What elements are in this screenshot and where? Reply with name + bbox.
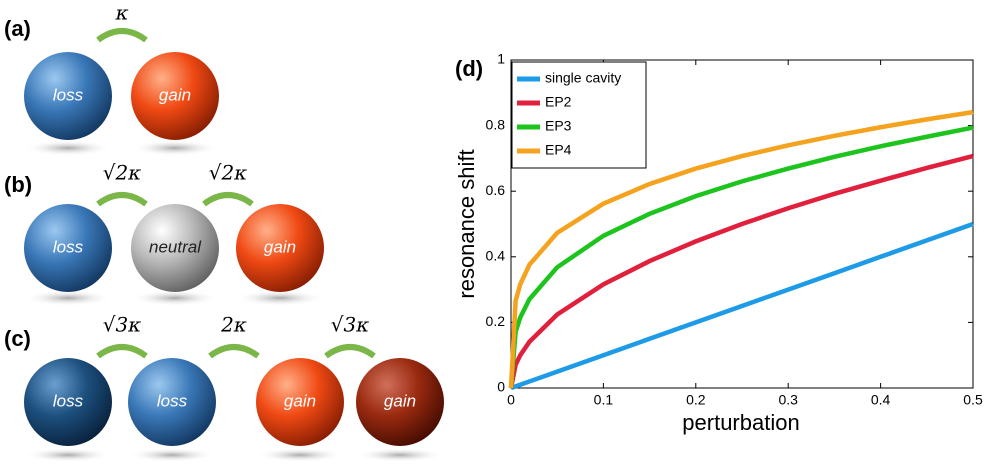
- coupling-label: √2κ: [103, 161, 142, 185]
- x-tick-label: 0.5: [963, 392, 983, 408]
- diagram: (a) κ loss gain (b) √2κ √2κ loss neutral…: [4, 1, 444, 463]
- panel-label: (a): [4, 16, 31, 41]
- panel-label: (c): [4, 326, 31, 351]
- sphere-label: loss: [53, 85, 84, 104]
- sphere-label: gain: [159, 85, 191, 104]
- chart: (d) perturbation resonance shift 0 0.1 0.2…: [454, 51, 983, 435]
- shadow: [24, 140, 112, 156]
- legend-label: EP4: [545, 142, 572, 158]
- legend-label: EP3: [545, 118, 572, 134]
- sphere-label: gain: [384, 391, 416, 410]
- sphere-label: gain: [284, 391, 316, 410]
- coupling-arrow: [210, 347, 258, 356]
- coupling-arrow: [204, 195, 252, 204]
- x-tick-label: 0.1: [594, 392, 614, 408]
- coupling-label: √3κ: [103, 313, 142, 337]
- x-axis-label: perturbation: [682, 410, 799, 435]
- coupling-label: κ: [114, 1, 128, 25]
- shadow: [128, 448, 216, 462]
- sphere-label: neutral: [149, 237, 202, 256]
- x-tick-label: 0.2: [686, 392, 706, 408]
- y-tick-label: 0.2: [486, 313, 506, 329]
- shadow: [24, 290, 112, 306]
- sphere-label: loss: [53, 391, 84, 410]
- y-tick-label: 0.8: [486, 116, 506, 132]
- coupling-label: √3κ: [331, 313, 370, 337]
- legend-label: single cavity: [545, 70, 621, 86]
- y-tick-label: 0.4: [486, 248, 506, 264]
- coupling-label: 2κ: [220, 313, 247, 337]
- y-tick-label: 1: [497, 51, 505, 67]
- coupling-label: √2κ: [209, 161, 248, 185]
- shadow: [256, 448, 344, 462]
- x-tick-label: 0.3: [778, 392, 798, 408]
- coupling-arrow: [98, 31, 146, 40]
- x-tick-label: 0.4: [871, 392, 891, 408]
- legend-label: EP2: [545, 94, 572, 110]
- y-axis-label: resonance shift: [454, 149, 479, 298]
- sphere-label: loss: [53, 237, 84, 256]
- shadow: [131, 140, 219, 156]
- x-tick-label: 0: [507, 392, 515, 408]
- coupling-arrow: [98, 347, 146, 356]
- shadow: [356, 448, 444, 462]
- sphere-label: gain: [264, 237, 296, 256]
- coupling-arrow: [98, 195, 146, 204]
- coupling-arrow: [326, 347, 374, 356]
- shadow: [24, 448, 112, 462]
- y-tick-label: 0.6: [486, 182, 506, 198]
- panel-label: (b): [4, 172, 32, 197]
- figure: (a) κ loss gain (b) √2κ √2κ loss neutral…: [0, 0, 987, 468]
- panel-label: (d): [455, 56, 483, 81]
- y-tick-label: 0: [497, 379, 505, 395]
- sphere-label: loss: [157, 391, 188, 410]
- shadow: [131, 290, 219, 306]
- shadow: [236, 290, 324, 306]
